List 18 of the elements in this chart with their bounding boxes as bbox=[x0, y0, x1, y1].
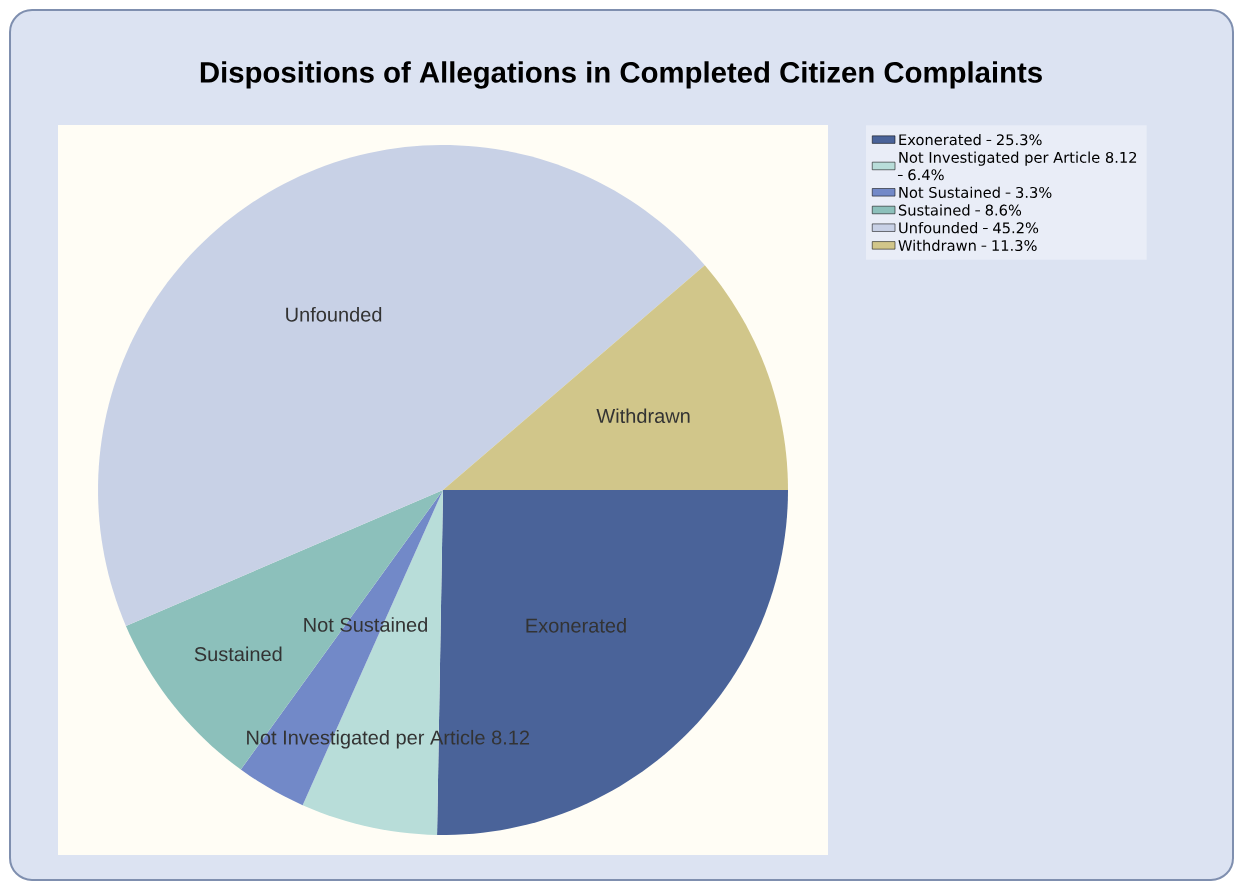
data-label: 45.2% bbox=[993, 222, 1039, 234]
slice-label: Not Sustained bbox=[304, 617, 428, 632]
data-label: 6.4% bbox=[908, 169, 944, 181]
legend-label: Withdrawn bbox=[898, 239, 976, 252]
data-label: 11.3% bbox=[992, 239, 1037, 252]
legend-label: Unfounded bbox=[899, 222, 978, 234]
slice-label: Sustained bbox=[194, 646, 282, 662]
chart-title: Dispositions of Allegations in Completed Citizen Complaints bbox=[200, 61, 1042, 89]
data-label: 8.6% bbox=[985, 204, 1022, 216]
legend-label: Not Sustained bbox=[899, 186, 1000, 198]
legend-label: Not Investigated per Article 8.12 bbox=[899, 151, 1137, 166]
slice-label: Withdrawn bbox=[596, 408, 690, 424]
legend-label: Exonerated bbox=[899, 133, 981, 146]
data-label: 25.3% bbox=[996, 134, 1042, 146]
slice-label: Exonerated bbox=[526, 617, 626, 633]
data-label: 3.3% bbox=[1016, 186, 1052, 198]
slice-label: Unfounded bbox=[286, 306, 382, 322]
legend-label: Sustained bbox=[898, 204, 970, 216]
